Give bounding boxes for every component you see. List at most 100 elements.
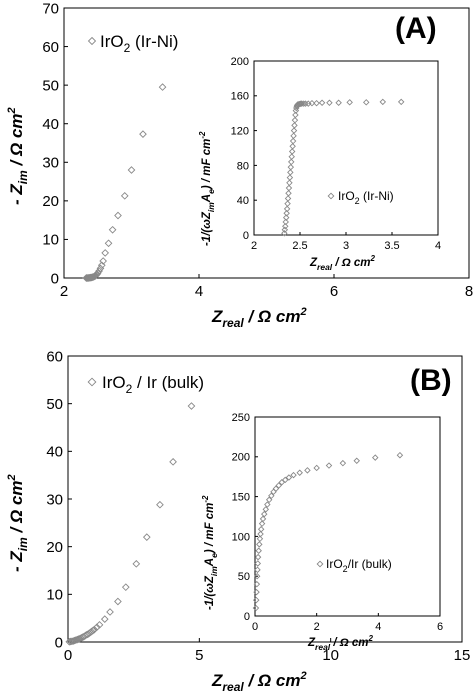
inset-b-data-point (257, 525, 265, 533)
inset-b-data-point (264, 501, 271, 508)
inset-a-data-point (363, 99, 370, 106)
panel-b-data-point (73, 635, 82, 644)
inset-a-data-point (302, 100, 309, 107)
inset-a-x-tick-label: 2 (251, 240, 257, 252)
panel-a-data-point (120, 192, 129, 200)
panel-b-x-axis-title: Zreal / Ω cm2 (211, 670, 307, 694)
inset-a-data-point (288, 148, 296, 155)
inset-b-x-tick-label: 0 (252, 621, 258, 633)
inset-a-y-tick-label: 80 (237, 160, 249, 172)
inset-a-y-tick-label: 160 (231, 91, 249, 103)
panel-b-data-point (93, 623, 101, 632)
inset-a-data-point (284, 195, 292, 202)
inset-a-data-point (397, 98, 405, 106)
panel-b-y-tick-label: 50 (46, 396, 63, 413)
inset-b-data-point (296, 469, 303, 476)
panel-b-y-tick-label: 10 (46, 587, 63, 604)
panel-a-data-point (114, 211, 122, 220)
panel-a-data-point (158, 83, 167, 91)
panel-b-legend: IrO2 / Ir (bulk) (102, 373, 204, 396)
panel-a-legend: IrO2 (Ir-Ni) (100, 32, 178, 55)
inset-a-x-axis-title: Zreal / Ω cm2 (309, 254, 376, 272)
panel-b-data-point (106, 608, 114, 616)
panel-a-legend-marker (87, 36, 97, 46)
inset-a-data-point (291, 122, 298, 129)
panel-a-y-ticks: 0 10 20 30 40 50 60 70 (42, 0, 68, 287)
panel-a-y-tick-label: 50 (42, 77, 59, 94)
inset-a-y-tick-label: 40 (237, 195, 249, 207)
panel-b-y-tick-label: 30 (46, 491, 63, 508)
panel-a-y-tick-label: 0 (51, 270, 59, 287)
inset-b-data-point (256, 541, 263, 548)
inset-a-data-point (286, 174, 294, 181)
panel-a-x-tick-label: 8 (465, 283, 473, 300)
inset-a-data-point (287, 163, 295, 171)
inset-a-data-point (284, 200, 291, 207)
inset-b-data-point (304, 467, 311, 474)
inset-b-data-point (281, 476, 289, 484)
inset-a-data-point (346, 99, 353, 106)
inset-a-y-ticks: 0 40 80 120 160 200 (231, 56, 257, 242)
inset-b-data-point (265, 496, 273, 504)
inset-b-data-point (256, 535, 264, 543)
inset-b-data-point (272, 485, 280, 492)
panel-b-data-point (95, 621, 104, 629)
panel-b-y-tick-label: 40 (46, 444, 63, 461)
inset-b-data-point (261, 510, 268, 518)
panel-b-data-point (121, 583, 130, 592)
inset-a-data-point (282, 214, 290, 221)
inset-a-data-point (282, 223, 289, 230)
panel-b-data-point (70, 636, 79, 645)
panel-a-y-tick-label: 10 (42, 232, 59, 249)
panel-b-data-point (72, 636, 80, 644)
panel-a-tag: (A) (395, 12, 437, 45)
panel-b-y-tick-label: 20 (46, 539, 63, 556)
panel-a-plot-frame (63, 7, 470, 279)
inset-b-data-point (353, 457, 360, 465)
inset-b-data-point (290, 471, 297, 479)
inset-a-data-point (291, 116, 299, 124)
inset-a-data-point (289, 143, 296, 150)
inset-b-y-tick-label: 150 (232, 491, 250, 503)
panel-b-x-tick-label: 0 (64, 647, 72, 664)
inset-a-data-point (283, 210, 290, 217)
inset-a-data-point (289, 137, 297, 145)
panel-a-x-tick-label: 6 (330, 283, 338, 300)
panel-b-plot-frame (67, 355, 463, 643)
inset-b-data-point (372, 454, 379, 461)
inset-b-y-tick-label: 0 (244, 611, 250, 623)
panel-b-legend-post: / Ir (bulk) (132, 373, 204, 392)
panel-b-tag: (B) (410, 364, 452, 397)
inset-a-x-ticks: 2 2.5 3 3.5 4 (251, 232, 441, 252)
inset-b-data-point (259, 515, 267, 523)
inset-a-data-point (288, 158, 295, 166)
panel-a-x-axis-title: Zreal / Ω cm2 (211, 306, 307, 330)
inset-a-data-point (282, 218, 289, 226)
inset-a-data-point (379, 98, 387, 106)
inset-a-data-point (285, 190, 292, 197)
inset-b-data-point (254, 553, 262, 561)
panel-a-data-point (101, 249, 110, 257)
panel-a-y-tick-label: 20 (42, 193, 59, 210)
inset-b-data-point (254, 560, 262, 567)
inset-b: 0 50 100 150 200 250 0 2 4 6 IrO2/Ir (bulk) Zrea… (201, 412, 443, 652)
panel-b-data-point (100, 615, 109, 623)
inset-a-y-tick-label: 120 (231, 125, 249, 137)
inset-a-data-point (290, 132, 297, 140)
inset-a-data-point (281, 226, 289, 234)
panel-b-data-point (142, 533, 151, 541)
inset-a-data-point (326, 99, 333, 106)
panel-a-data-point (108, 225, 117, 234)
panel-a-y-tick-label: 40 (42, 116, 59, 133)
inset-a-data-point (283, 205, 291, 213)
inset-a-data-point (292, 111, 299, 119)
inset-b-x-tick-label: 6 (437, 621, 443, 633)
inset-b-x-tick-label: 2 (314, 621, 320, 633)
inset-b-data-point (252, 596, 260, 604)
panel-a-x-tick-label: 2 (60, 283, 68, 300)
inset-b-y-tick-label: 100 (232, 531, 250, 543)
inset-b-y-tick-label: 50 (238, 571, 250, 583)
panel-a-legend-post: (Ir-Ni) (130, 32, 178, 51)
